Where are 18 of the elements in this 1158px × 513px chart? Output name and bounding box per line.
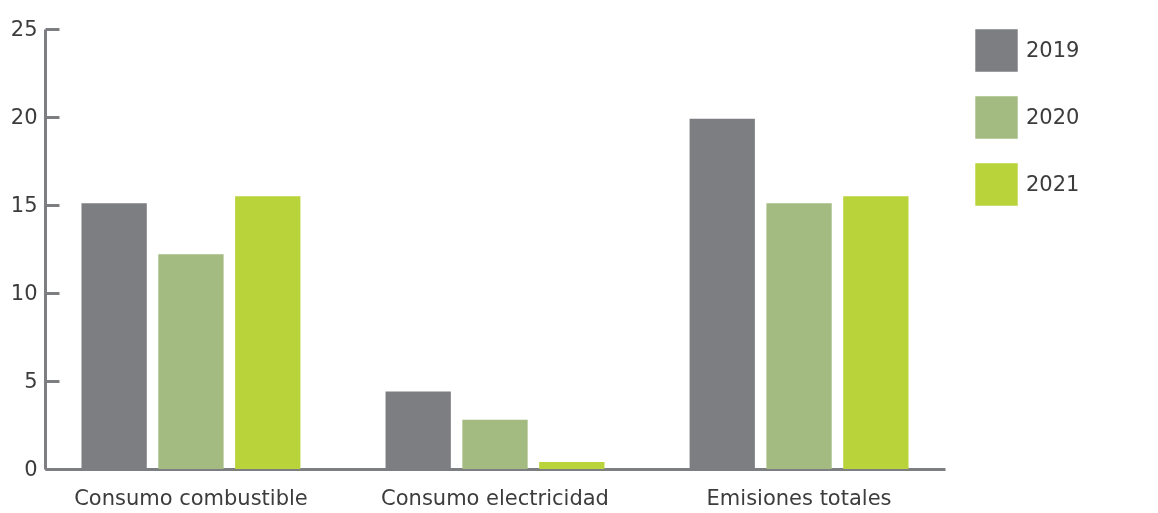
y-tick-label: 5: [24, 368, 38, 393]
x-tick-label: Consumo electricidad: [381, 485, 609, 510]
y-tick-label: 0: [24, 456, 38, 481]
legend-label: 2021: [1026, 171, 1080, 196]
x-tick-label: Emisiones totales: [706, 485, 892, 510]
bar: [539, 461, 605, 469]
y-tick-label: 25: [10, 16, 38, 41]
y-tick-label: 20: [10, 104, 38, 129]
x-tick-label: Consumo combustible: [74, 485, 308, 510]
bar: [843, 196, 909, 469]
bar: [158, 254, 224, 469]
y-tick-label: 15: [10, 192, 38, 217]
bar: [462, 419, 528, 469]
y-tick-label: 10: [10, 280, 38, 305]
bar: [235, 196, 301, 469]
legend-label: 2020: [1026, 104, 1080, 129]
legend-label: 2019: [1026, 37, 1080, 62]
bar: [766, 203, 832, 469]
